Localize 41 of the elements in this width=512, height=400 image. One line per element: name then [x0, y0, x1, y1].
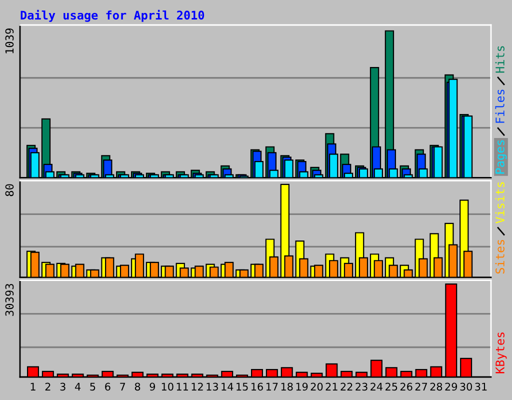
x-tick-label: 6 — [105, 382, 110, 391]
text: Hits — [495, 46, 504, 73]
x-tick-label: 1 — [30, 382, 36, 390]
x-tick-label: 27 — [415, 382, 427, 390]
x-tick-label: 12 — [192, 382, 203, 390]
legend-label: Pages — [496, 140, 507, 174]
x-tick-label: 13 — [206, 382, 218, 391]
text: Visits — [495, 182, 504, 224]
x-tick-label: 28 — [430, 382, 442, 391]
x-tick-label: 29 — [445, 382, 458, 391]
x-tick-label: 14 — [222, 382, 234, 390]
x-tick-label: 2 — [45, 382, 50, 390]
x-tick-label: 3 — [60, 382, 66, 391]
x-tick-label: 30 — [460, 382, 472, 391]
x-tick-label: 18 — [281, 382, 293, 391]
x-tick-label: 10 — [162, 382, 174, 391]
x-tick-label: 23 — [356, 382, 368, 391]
x-tick-label: 15 — [236, 382, 248, 391]
x-tick-label: 17 — [266, 382, 278, 390]
x-tick-label: 31 — [475, 382, 487, 391]
text: 1039 — [5, 28, 14, 54]
x-tick-label: 25 — [386, 382, 398, 391]
x-tick-label: 20 — [310, 382, 323, 391]
x-tick-label: 11 — [176, 382, 188, 390]
x-tick-label: 16 — [252, 382, 263, 391]
text: 30393 — [5, 284, 14, 316]
x-tick-label: 4 — [74, 382, 81, 390]
x-tick-label: 22 — [340, 382, 352, 390]
x-tick-label: 7 — [120, 382, 126, 390]
x-tick-label: 21 — [326, 382, 338, 390]
legend-label: Files — [495, 90, 504, 123]
text: KBytes — [496, 332, 507, 374]
chart-title: Daily usage for April 2010 — [20, 10, 204, 22]
x-tick-label: 5 — [90, 382, 96, 391]
x-tick-label: 19 — [296, 382, 308, 391]
x-tick-label: 8 — [134, 382, 140, 391]
x-tick-label: 24 — [370, 382, 383, 390]
x-tick-label: 26 — [400, 382, 412, 391]
x-tick-label: 9 — [150, 382, 156, 391]
text: Sites — [495, 240, 504, 274]
text: 80 — [5, 184, 14, 196]
